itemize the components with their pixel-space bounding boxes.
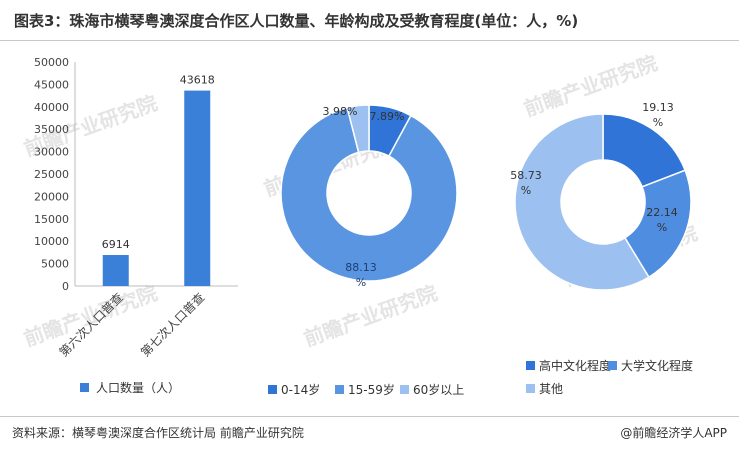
pie-slice: [280, 106, 458, 282]
y-tick-label: 10000: [34, 235, 69, 248]
x-tick-label: 第七次人口普查: [138, 290, 207, 359]
legend-swatch: [608, 361, 617, 370]
pie-slice: [514, 113, 650, 291]
legend-label: 0-14岁: [281, 382, 320, 397]
x-tick-label: 第六次人口普查: [57, 290, 126, 359]
slice-value-unit: %: [657, 221, 667, 234]
footer-divider: [0, 416, 739, 417]
slice-value-unit: %: [653, 116, 663, 129]
y-tick-label: 25000: [34, 168, 69, 181]
brand-label: @前瞻经济学人APP: [620, 426, 727, 440]
y-tick-label: 45000: [34, 78, 69, 91]
legend-label: 15-59岁: [348, 382, 395, 397]
title-divider: [0, 40, 739, 41]
bar-value-label: 6914: [102, 238, 130, 251]
y-tick-label: 20000: [34, 190, 69, 203]
pie-slice: [346, 104, 370, 154]
y-tick-label: 30000: [34, 146, 69, 159]
bar: [102, 255, 129, 286]
legend-label: 60岁以上: [413, 382, 464, 397]
legend-swatch: [400, 385, 409, 394]
bar-value-label: 43618: [180, 74, 215, 87]
slice-value-unit: %: [521, 184, 531, 197]
slice-value-label: 7.89%: [370, 110, 405, 123]
y-tick-label: 5000: [41, 258, 69, 271]
y-tick-label: 35000: [34, 123, 69, 136]
source-note: 资料来源：横琴粤澳深度合作区统计局 前瞻产业研究院: [12, 426, 304, 440]
y-tick-label: 15000: [34, 213, 69, 226]
y-tick-label: 40000: [34, 101, 69, 114]
legend-swatch: [526, 384, 535, 393]
slice-value-label: 19.13: [642, 101, 674, 114]
slice-value-label: 3.98%: [323, 105, 358, 118]
y-tick-label: 0: [62, 280, 69, 293]
slice-value-unit: %: [356, 276, 366, 289]
slice-value-label: 58.73: [510, 169, 542, 182]
legend-swatch: [268, 385, 277, 394]
bar: [184, 90, 211, 286]
legend-swatch: [335, 385, 344, 394]
legend-label: 其他: [539, 382, 563, 396]
chart-title: 图表3：珠海市横琴粤澳深度合作区人口数量、年龄构成及受教育程度(单位：人，%): [14, 12, 579, 30]
slice-value-label: 88.13: [345, 261, 377, 274]
slice-value-label: 22.14: [646, 206, 678, 219]
legend-label: 人口数量（人）: [96, 380, 180, 395]
legend-swatch: [80, 383, 89, 392]
legend-swatch: [526, 361, 535, 370]
legend-label: 大学文化程度: [621, 358, 693, 373]
pie-slice: [623, 169, 692, 279]
y-tick-label: 50000: [34, 56, 69, 69]
legend-label: 高中文化程度: [539, 358, 611, 373]
